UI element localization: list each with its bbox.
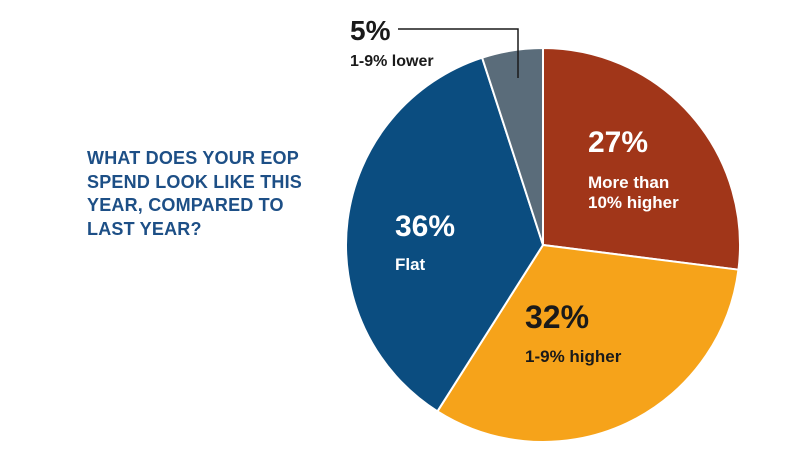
leader-line <box>398 28 519 78</box>
question-line: LAST YEAR? <box>87 218 202 239</box>
pie-slice <box>542 46 741 271</box>
pie-slice <box>345 56 545 413</box>
slice-category-label: 1-9% higher <box>525 347 622 366</box>
pie-slice <box>480 46 544 246</box>
slice-percent-label: 32% <box>525 299 589 335</box>
chart-question: WHAT DOES YOUR EOP SPEND LOOK LIKE THIS … <box>87 147 337 241</box>
slice-category-label: Flat <box>395 255 426 274</box>
slice-percent-label: 5% <box>350 15 391 46</box>
slice-percent-label: 27% <box>588 126 648 159</box>
slice-category-label: More than <box>588 173 669 192</box>
question-line: YEAR, COMPARED TO <box>87 195 284 215</box>
pie-slices <box>345 46 741 443</box>
slice-percent-label: 36% <box>395 210 455 243</box>
slice-category-label: 1-9% lower <box>350 53 434 70</box>
question-line: SPEND LOOK LIKE THIS <box>87 171 303 192</box>
slice-category-label: 10% higher <box>588 193 679 212</box>
question-line: WHAT DOES YOUR EOP <box>87 148 299 168</box>
